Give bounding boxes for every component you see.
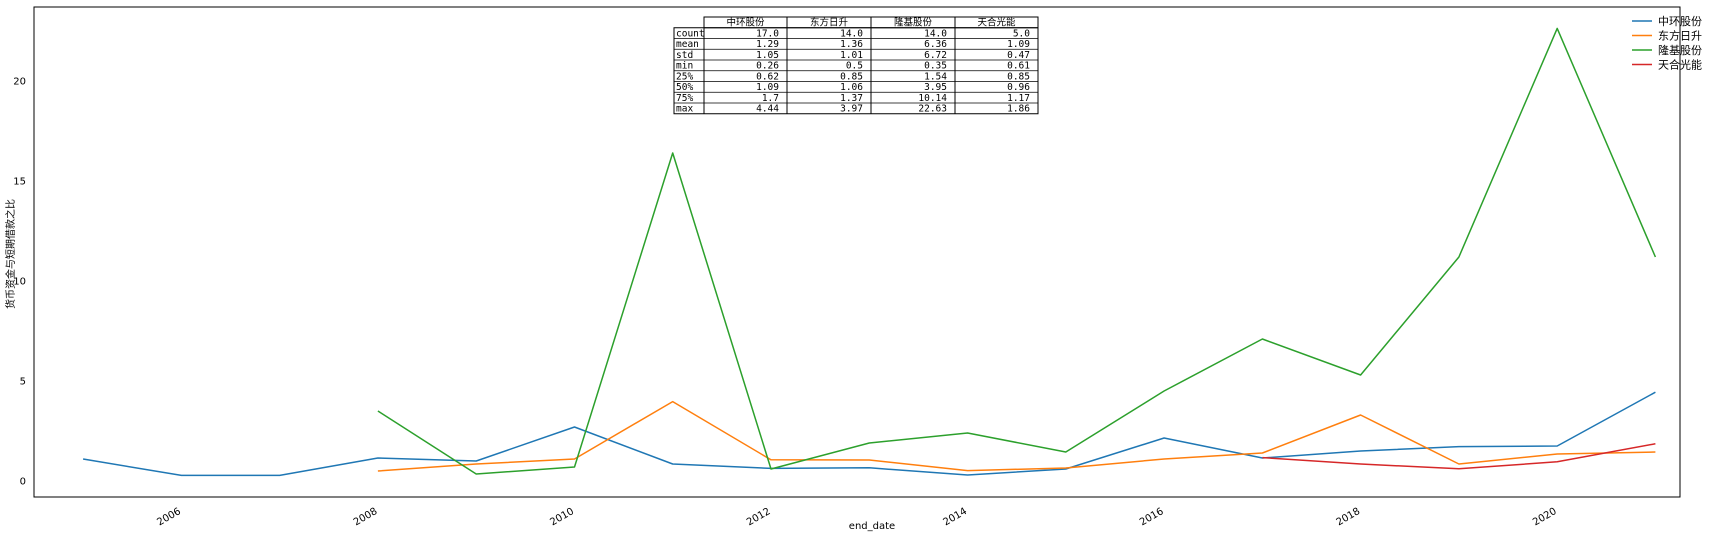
table-row-label: min [676, 61, 693, 72]
table-cell: 0.61 [1007, 61, 1030, 72]
table-row-label: 25% [676, 71, 693, 82]
table-header-cell: 天合光能 [977, 17, 1016, 29]
table-cell: 0.62 [756, 71, 779, 82]
table-header-cell: 隆基股份 [894, 17, 933, 29]
table-cell: 1.7 [762, 93, 779, 104]
table-row-label: 50% [676, 82, 693, 93]
table-cell: 22.63 [918, 104, 947, 115]
table-cell: 3.97 [840, 104, 863, 115]
legend-label: 天合光能 [1658, 58, 1702, 72]
table-cell: 1.09 [756, 82, 779, 93]
series-line [1262, 443, 1656, 470]
table-cell: 1.17 [1007, 93, 1030, 104]
table-row-label: std [676, 50, 693, 61]
table-cell: 14.0 [924, 28, 947, 39]
table-header-cell: 中环股份 [726, 17, 765, 29]
y-tick-label: 20 [13, 77, 26, 88]
table-cell: 0.35 [924, 61, 947, 72]
series-line [377, 27, 1657, 475]
table-header-cell: 东方日升 [810, 17, 849, 29]
table-cell: 1.09 [1007, 39, 1030, 50]
table-cell: 1.54 [924, 71, 947, 82]
table-cell: 10.14 [918, 93, 947, 104]
x-tick-label: 2006 [155, 506, 183, 528]
table-cell: 17.0 [756, 28, 779, 39]
plot-frame [33, 6, 1681, 498]
table-row-label: 75% [676, 93, 693, 104]
table-cell: 6.36 [924, 39, 947, 50]
table-cell: 1.01 [840, 50, 863, 61]
table-cell: 0.85 [840, 71, 863, 82]
table-cell: 5.0 [1013, 28, 1030, 39]
table-cell: 0.96 [1007, 82, 1030, 93]
table-cell: 4.44 [756, 104, 779, 115]
y-tick-label: 15 [13, 177, 26, 188]
table-cell: 0.5 [846, 61, 863, 72]
table-cell: 3.95 [924, 82, 947, 93]
y-axis-label: 货币资金与短期借款之比 [4, 199, 17, 309]
y-tick-label: 0 [20, 477, 26, 488]
series-lines [82, 27, 1657, 477]
table-row-label: count [676, 28, 705, 39]
y-tick-label: 5 [20, 377, 26, 388]
table-cell: 1.05 [756, 50, 779, 61]
table-cell: 0.85 [1007, 71, 1030, 82]
table-row-label: max [676, 104, 693, 115]
table-cell: 1.36 [840, 39, 863, 50]
series-line [82, 391, 1656, 477]
x-tick-label: 2020 [1531, 506, 1559, 528]
table-cell: 0.47 [1007, 50, 1030, 61]
table-cell: 14.0 [840, 28, 863, 39]
y-tick-label: 10 [13, 277, 26, 288]
x-tick-label: 2012 [745, 506, 773, 528]
table-cell: 0.26 [756, 61, 779, 72]
x-tick-label: 2008 [352, 506, 380, 528]
legend-label: 中环股份 [1658, 15, 1702, 28]
table-cell: 1.29 [756, 39, 779, 50]
table-row-label: mean [676, 39, 699, 50]
legend-label: 东方日升 [1658, 29, 1702, 43]
table-cell: 6.72 [924, 50, 947, 61]
table-cell: 1.37 [840, 93, 863, 104]
y-axis-ticks: 0 5 10 15 20 [13, 77, 26, 488]
table-cell: 1.86 [1007, 104, 1030, 115]
summary-table: 中环股份 东方日升 隆基股份 天合光能 count 17.0 14.0 14.0 5.0 mean… [673, 16, 1039, 115]
x-tick-label: 2010 [548, 506, 576, 528]
legend-label: 隆基股份 [1658, 43, 1702, 57]
series-line [377, 400, 1656, 472]
table-cell: 1.06 [840, 82, 863, 93]
x-axis-label: end_date [849, 521, 895, 532]
x-tick-label: 2016 [1138, 506, 1166, 528]
x-tick-label: 2014 [942, 506, 970, 528]
x-tick-label: 2018 [1335, 506, 1363, 528]
